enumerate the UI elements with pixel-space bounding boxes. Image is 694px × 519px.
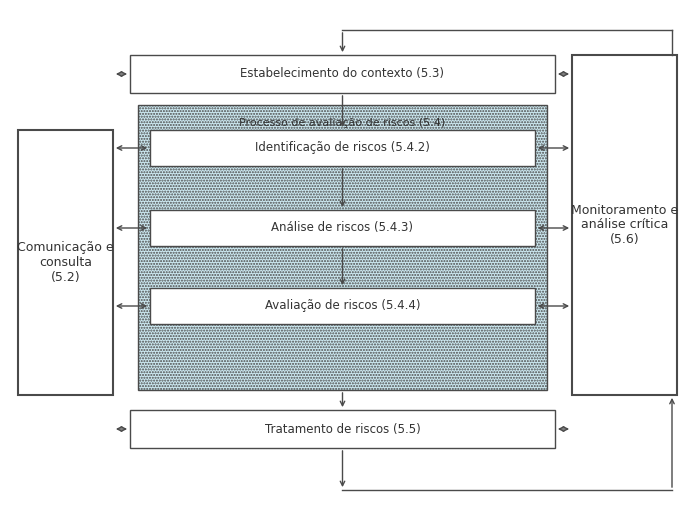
- Text: Monitoramento e
análise crítica
(5.6): Monitoramento e análise crítica (5.6): [571, 203, 678, 247]
- Bar: [130, 410, 555, 448]
- Bar: [572, 55, 677, 395]
- Text: Tratamento de riscos (5.5): Tratamento de riscos (5.5): [264, 422, 421, 435]
- Text: Estabelecimento do contexto (5.3): Estabelecimento do contexto (5.3): [241, 67, 444, 80]
- Bar: [150, 210, 535, 246]
- Bar: [150, 288, 535, 324]
- Text: Identificação de riscos (5.4.2): Identificação de riscos (5.4.2): [255, 142, 430, 155]
- Bar: [130, 55, 555, 93]
- Text: Processo de avaliação de riscos (5.4): Processo de avaliação de riscos (5.4): [239, 118, 446, 128]
- Bar: [138, 105, 547, 390]
- Text: Análise de riscos (5.4.3): Análise de riscos (5.4.3): [271, 222, 414, 235]
- Bar: [18, 130, 113, 395]
- Bar: [150, 130, 535, 166]
- Text: Avaliação de riscos (5.4.4): Avaliação de riscos (5.4.4): [264, 299, 421, 312]
- Text: Comunicação e
consulta
(5.2): Comunicação e consulta (5.2): [17, 241, 114, 284]
